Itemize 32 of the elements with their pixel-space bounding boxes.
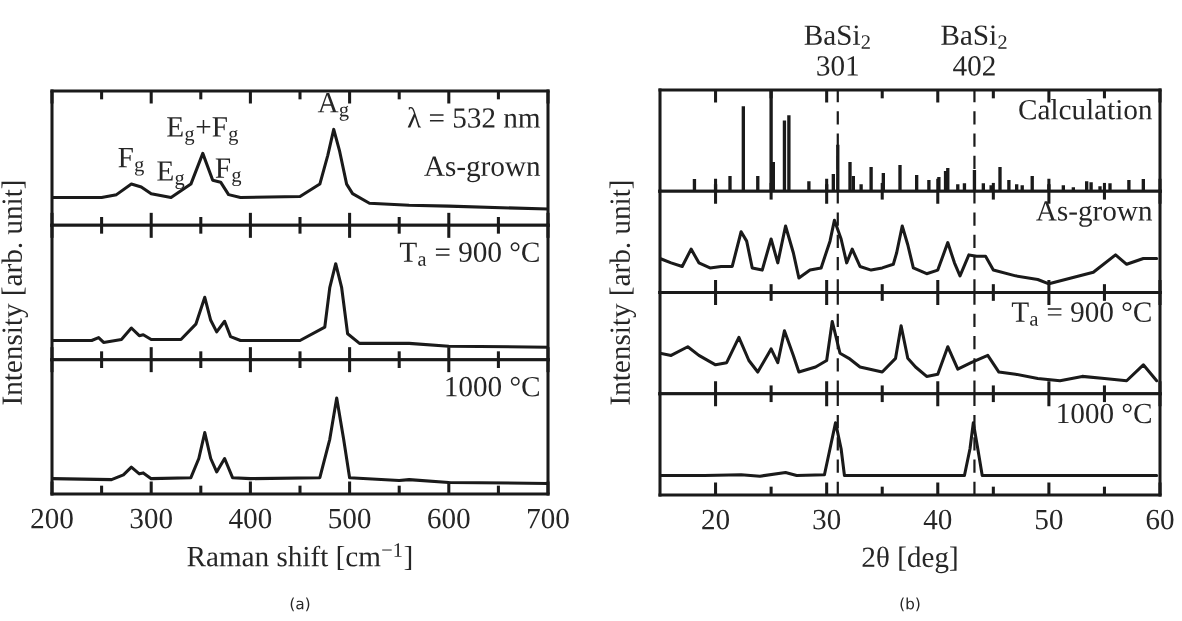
annotation: A$_{g}$ [317, 93, 349, 121]
x-tick-label: 500 [329, 508, 371, 529]
text: λ = 532 nm [407, 107, 541, 128]
x-tick-label: 40 [923, 509, 952, 530]
annotation: As-grown [1036, 201, 1153, 227]
x-tick-label: 60 [1146, 509, 1174, 530]
annotation: Calculation [1019, 99, 1153, 120]
x-tick-label: 700 [528, 508, 569, 529]
x-tick-label: 200 [31, 508, 73, 529]
x-tick-label: 30 [813, 509, 841, 530]
annotation: 1000 °C [1058, 403, 1151, 424]
annotation: E$_{g}$+F$_{g}$ [167, 117, 238, 145]
annotation: T$_{a}$ = 900 °C [399, 242, 539, 266]
annotation: E$_{g}$ [157, 161, 185, 189]
annotation: F$_{g}$ [215, 158, 242, 187]
y-axis-title: Intensity [arb. unit] [1, 181, 28, 405]
text: 1000 °C [446, 376, 539, 397]
x-tick-label: 20 [702, 509, 730, 530]
ref-line-label: BaSi$_{2}$ 301 [804, 25, 870, 76]
x-tick-label: 400 [229, 508, 272, 529]
y-axis-title: Intensity [arb. unit] [609, 181, 636, 405]
x-tick-label: 50 [1036, 509, 1063, 530]
annotation: As-grown [424, 156, 541, 183]
text: (b) [900, 597, 920, 612]
x-tick-label: 300 [130, 508, 172, 529]
annotation: T$_{a}$ = 900 °C [1011, 302, 1151, 326]
text: (a) [290, 597, 310, 612]
x-axis-title: Raman shift [cm$^{−1}$] [187, 543, 412, 571]
ref-line-label: BaSi$_{2}$ 402 [941, 25, 1007, 76]
x-axis-title: 2θ [deg] [862, 546, 957, 574]
annotation: F$_{g}$ [118, 148, 144, 176]
x-tick-label: 600 [428, 508, 470, 529]
